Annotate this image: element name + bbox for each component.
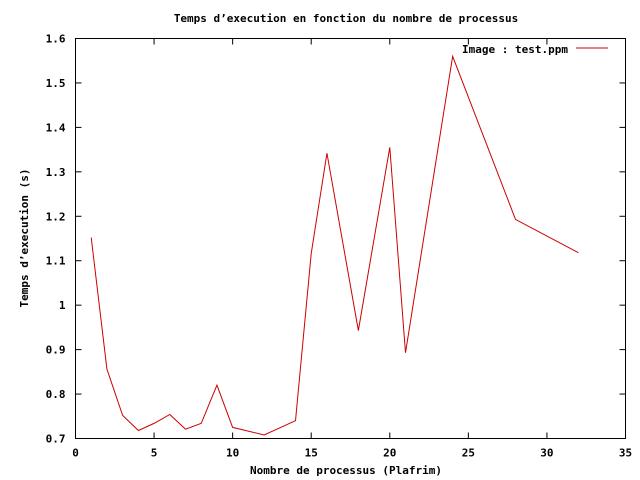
x-tick-label: 35 bbox=[619, 447, 632, 460]
x-axis-label: Nombre de processus (Plafrim) bbox=[250, 464, 442, 477]
y-tick-label: 1.2 bbox=[46, 210, 66, 223]
series-line bbox=[90, 54, 579, 436]
x-tick-label: 0 bbox=[72, 447, 79, 460]
y-tick-label: 0.8 bbox=[46, 388, 66, 401]
series-layer bbox=[90, 54, 579, 436]
x-tick-label: 5 bbox=[151, 447, 158, 460]
legend: Image : test.ppm bbox=[462, 43, 608, 56]
x-tick-label: 25 bbox=[462, 447, 475, 460]
y-tick-label: 1 bbox=[59, 299, 66, 312]
y-tick-label: 1.1 bbox=[46, 255, 66, 268]
x-tick-label: 20 bbox=[383, 447, 396, 460]
y-axis-label: Temps d’execution (s) bbox=[18, 168, 31, 307]
legend-label: Image : test.ppm bbox=[462, 43, 568, 56]
y-tick-label: 1.5 bbox=[46, 77, 66, 90]
y-tick-label: 0.7 bbox=[46, 433, 66, 446]
axis-ticks: 0 5 10 15 20 25 30 35 0.7 0.8 0.9 1 1.1 1.2 1.3 1.4 1.5 1… bbox=[46, 33, 633, 460]
y-tick-label: 1.4 bbox=[46, 121, 66, 134]
y-tick-label: 0.9 bbox=[46, 344, 66, 357]
plot-frame bbox=[75, 38, 626, 439]
y-tick-label: 1.3 bbox=[46, 166, 66, 179]
y-tick-label: 1.6 bbox=[46, 33, 66, 46]
x-tick-label: 30 bbox=[540, 447, 553, 460]
chart-title: Temps d’execution en fonction du nombre … bbox=[174, 12, 518, 25]
x-tick-label: 15 bbox=[305, 447, 318, 460]
x-tick-label: 10 bbox=[226, 447, 239, 460]
